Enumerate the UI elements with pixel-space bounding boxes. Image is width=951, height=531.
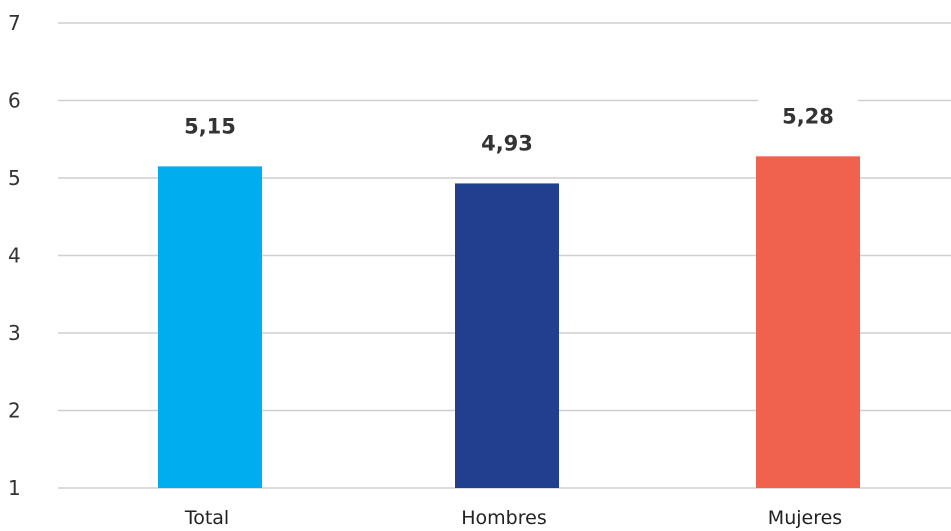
data-label-background xyxy=(758,96,858,133)
data-labels: 5,15 4,93 5,28 xyxy=(160,96,858,160)
data-label: 5,15 xyxy=(184,114,236,138)
y-tick-label: 6 xyxy=(8,89,21,113)
data-label-background xyxy=(457,123,557,160)
y-axis-tick-labels: 1 2 3 4 5 6 7 xyxy=(8,11,21,500)
bar-total xyxy=(158,166,262,488)
category-label: Mujeres xyxy=(768,507,842,529)
bar-hombres xyxy=(455,183,559,489)
x-axis-category-labels: Total Hombres Mujeres xyxy=(184,507,842,529)
y-tick-label: 3 xyxy=(8,321,21,345)
bars xyxy=(158,156,860,489)
data-label: 5,28 xyxy=(782,104,834,128)
y-tick-label: 1 xyxy=(8,476,21,500)
y-tick-label: 5 xyxy=(8,166,21,190)
y-tick-label: 7 xyxy=(8,11,21,35)
bar-mujeres xyxy=(756,156,860,489)
data-label-background xyxy=(160,106,260,143)
y-tick-label: 4 xyxy=(8,244,21,268)
category-label: Total xyxy=(184,507,229,529)
y-tick-label: 2 xyxy=(8,399,21,423)
category-label: Hombres xyxy=(461,507,546,529)
data-label: 4,93 xyxy=(481,131,533,155)
